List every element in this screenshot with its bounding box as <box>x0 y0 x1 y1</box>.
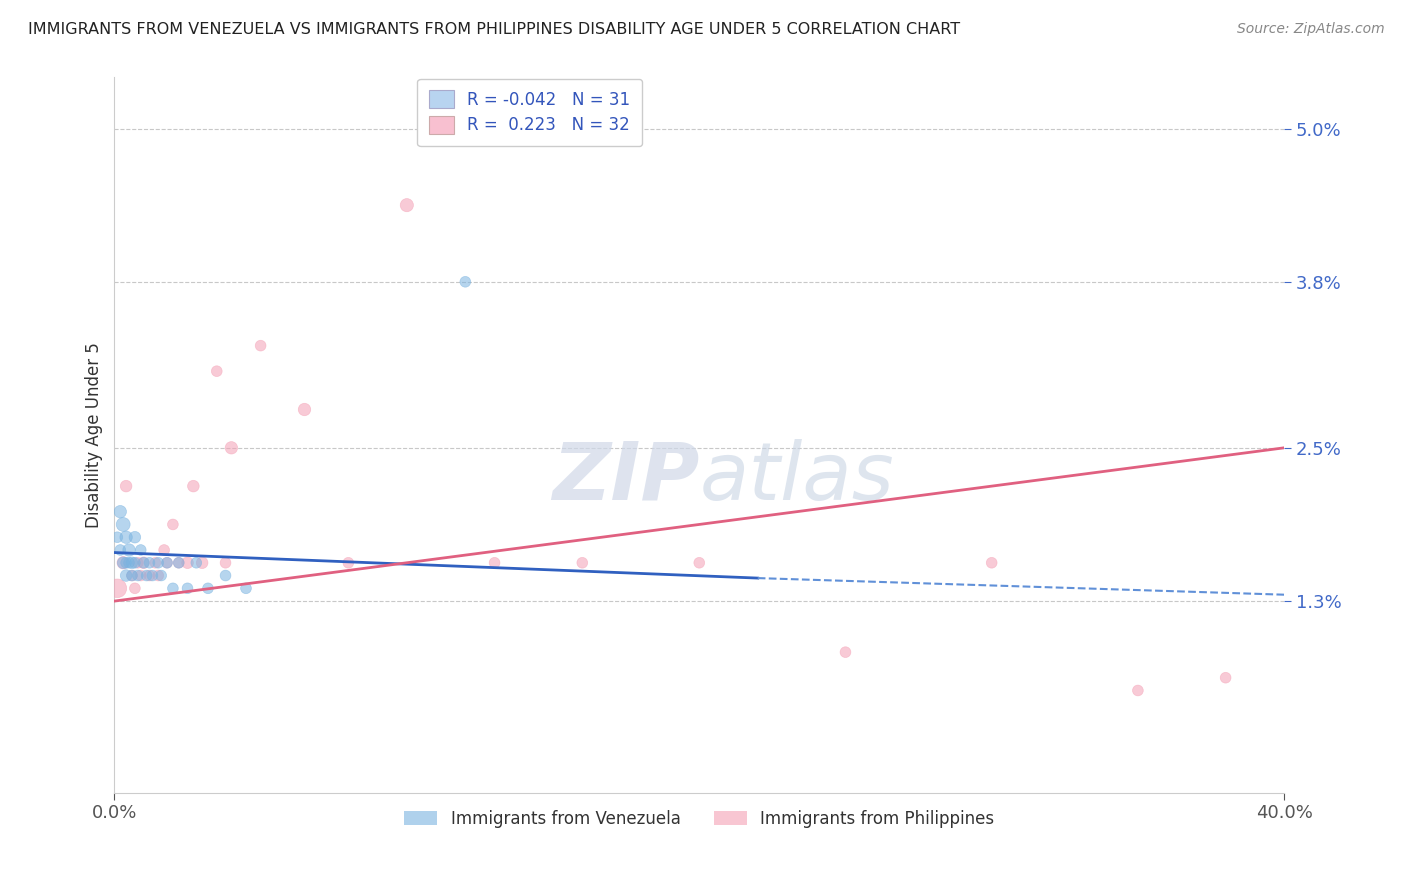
Point <box>395 198 418 212</box>
Point <box>834 645 856 659</box>
Point <box>156 556 179 570</box>
Point <box>138 556 160 570</box>
Point <box>197 582 219 596</box>
Point <box>150 568 173 582</box>
Point <box>167 556 190 570</box>
Point <box>110 505 132 519</box>
Point <box>176 556 198 570</box>
Point <box>129 543 152 558</box>
Point <box>115 530 138 544</box>
Point <box>127 568 149 582</box>
Text: IMMIGRANTS FROM VENEZUELA VS IMMIGRANTS FROM PHILIPPINES DISABILITY AGE UNDER 5 : IMMIGRANTS FROM VENEZUELA VS IMMIGRANTS … <box>28 22 960 37</box>
Point <box>484 556 506 570</box>
Point <box>105 530 128 544</box>
Point <box>235 582 257 596</box>
Point <box>148 568 170 582</box>
Text: Source: ZipAtlas.com: Source: ZipAtlas.com <box>1237 22 1385 37</box>
Point <box>121 556 143 570</box>
Point <box>115 568 138 582</box>
Point <box>980 556 1002 570</box>
Point <box>105 582 128 596</box>
Point <box>1215 671 1237 685</box>
Text: atlas: atlas <box>699 439 894 517</box>
Point <box>110 543 132 558</box>
Point <box>153 543 176 558</box>
Point <box>124 530 146 544</box>
Point <box>186 556 208 570</box>
Point <box>162 582 184 596</box>
Legend: Immigrants from Venezuela, Immigrants from Philippines: Immigrants from Venezuela, Immigrants fr… <box>398 803 1001 834</box>
Point <box>148 556 170 570</box>
Point <box>115 556 138 570</box>
Point <box>143 556 166 570</box>
Point <box>214 556 236 570</box>
Point <box>183 479 205 493</box>
Point <box>112 556 135 570</box>
Point <box>191 556 214 570</box>
Point <box>294 402 316 417</box>
Point <box>249 338 271 352</box>
Point <box>129 568 152 582</box>
Point <box>135 568 157 582</box>
Text: ZIP: ZIP <box>553 439 699 517</box>
Point <box>127 556 149 570</box>
Point <box>124 582 146 596</box>
Point <box>132 556 155 570</box>
Point <box>205 364 228 378</box>
Point <box>118 556 141 570</box>
Point <box>141 568 163 582</box>
Point <box>156 556 179 570</box>
Point <box>118 543 141 558</box>
Point <box>112 517 135 532</box>
Point <box>167 556 190 570</box>
Point <box>337 556 360 570</box>
Point <box>214 568 236 582</box>
Point <box>176 582 198 596</box>
Point <box>221 441 243 455</box>
Point <box>112 556 135 570</box>
Point <box>571 556 593 570</box>
Y-axis label: Disability Age Under 5: Disability Age Under 5 <box>86 343 103 528</box>
Point <box>454 275 477 289</box>
Point <box>132 556 155 570</box>
Point <box>1126 683 1149 698</box>
Point <box>162 517 184 532</box>
Point <box>121 568 143 582</box>
Point <box>124 556 146 570</box>
Point <box>115 479 138 493</box>
Point <box>688 556 710 570</box>
Point <box>121 568 143 582</box>
Point <box>138 568 160 582</box>
